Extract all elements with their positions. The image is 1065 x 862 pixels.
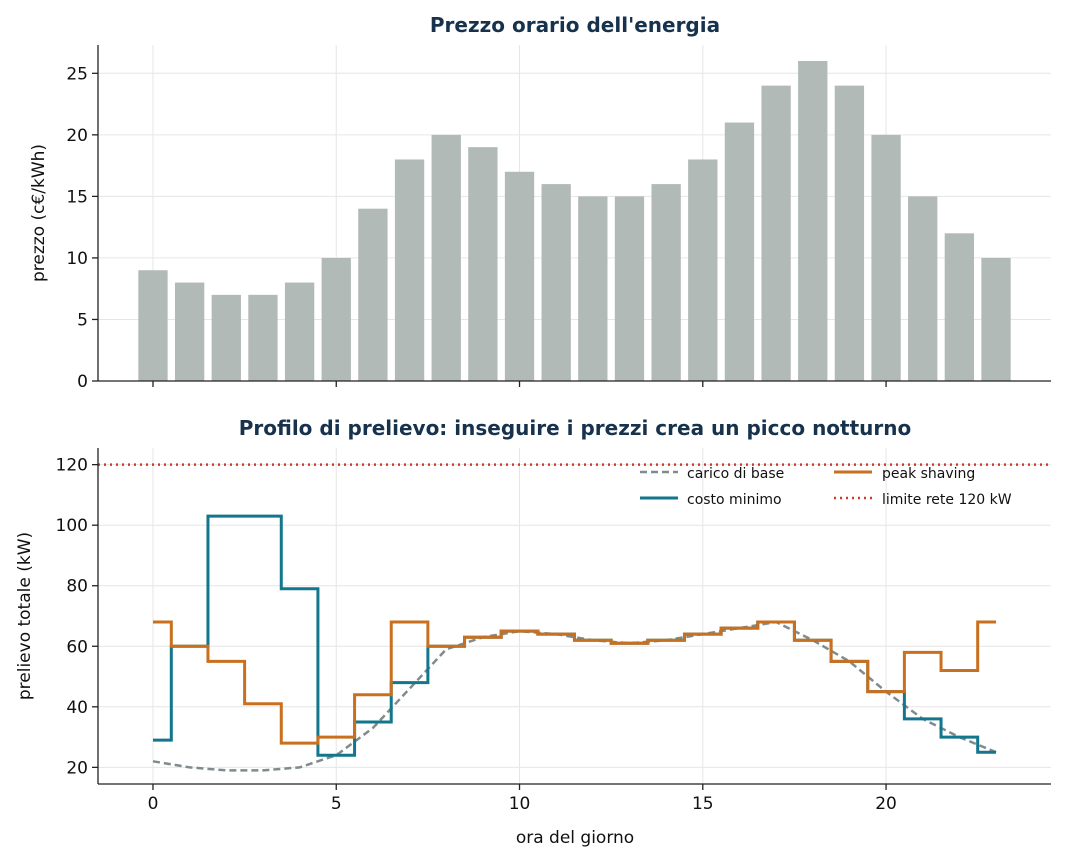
price-bar	[431, 134, 461, 381]
price-bar	[871, 134, 901, 381]
x-tick-label: 0	[148, 794, 159, 814]
y-tick-label: 10	[66, 249, 88, 269]
price-chart-ticks: 0 5 10 15 20 25	[66, 64, 887, 392]
load-series	[98, 463, 1051, 772]
load-chart-ticks: 20 40 60 80 100 120 0 5 10 15 20	[56, 456, 897, 814]
load-chart-grid	[98, 448, 1051, 784]
y-tick-label: 15	[66, 187, 88, 207]
load-chart-axes	[97, 448, 1051, 785]
price-chart-panel: Prezzo orario dell'energia 0 5 10 15 20 25 pr…	[29, 13, 1051, 392]
load-y-axis-label: prelievo totale (kW)	[15, 532, 35, 700]
price-bar	[651, 184, 681, 381]
price-bar	[578, 196, 608, 381]
price-bar	[908, 196, 938, 381]
price-bar	[688, 159, 718, 381]
price-bar	[358, 208, 388, 381]
legend-label-grid-limit: limite rete 120 kW	[882, 492, 1012, 508]
load-chart-title: Profilo di prelievo: inseguire i prezzi …	[239, 416, 912, 440]
price-bar	[944, 233, 975, 381]
price-bar	[761, 85, 791, 381]
y-tick-label: 100	[56, 516, 88, 536]
legend-label-peak-shaving: peak shaving	[882, 466, 975, 482]
x-tick-label: 5	[331, 794, 342, 814]
price-bar	[321, 257, 351, 381]
y-tick-label: 5	[77, 310, 88, 330]
y-tick-label: 120	[56, 456, 88, 476]
y-tick-label: 80	[66, 577, 88, 597]
load-x-axis-label: ora del giorno	[516, 828, 634, 848]
load-profile-panel: Profilo di prelievo: inseguire i prezzi …	[15, 416, 1051, 848]
price-bar	[138, 270, 168, 381]
price-bar	[211, 294, 241, 381]
x-tick-label: 20	[875, 794, 897, 814]
legend: carico di base costo minimo peak shaving…	[640, 466, 1012, 508]
price-bar	[981, 257, 1011, 381]
peak-shaving-step-line	[152, 620, 997, 745]
y-tick-label: 60	[66, 637, 88, 657]
price-bar	[174, 282, 205, 381]
price-bar	[724, 122, 755, 382]
price-bar	[798, 61, 828, 381]
x-tick-label: 10	[509, 794, 531, 814]
price-bar	[504, 171, 535, 381]
y-tick-label: 20	[66, 758, 88, 778]
price-bar	[394, 159, 425, 381]
price-bar	[614, 196, 645, 381]
price-chart-title: Prezzo orario dell'energia	[430, 13, 720, 37]
price-chart-axes	[97, 45, 1051, 382]
baseline-load-line	[152, 620, 997, 772]
price-bar	[248, 294, 278, 381]
legend-label-baseline: carico di base	[687, 466, 784, 482]
price-bar	[284, 282, 315, 381]
x-tick-label: 15	[692, 794, 714, 814]
y-tick-label: 40	[66, 698, 88, 718]
legend-label-min-cost: costo minimo	[687, 492, 782, 508]
price-bars	[138, 61, 1011, 382]
y-tick-label: 20	[66, 126, 88, 146]
y-tick-label: 0	[77, 372, 88, 392]
price-bar	[834, 85, 865, 381]
y-tick-label: 25	[66, 64, 88, 84]
price-bar	[468, 147, 498, 381]
price-y-axis-label: prezzo (c€/kWh)	[29, 144, 49, 282]
price-bar	[541, 184, 571, 381]
